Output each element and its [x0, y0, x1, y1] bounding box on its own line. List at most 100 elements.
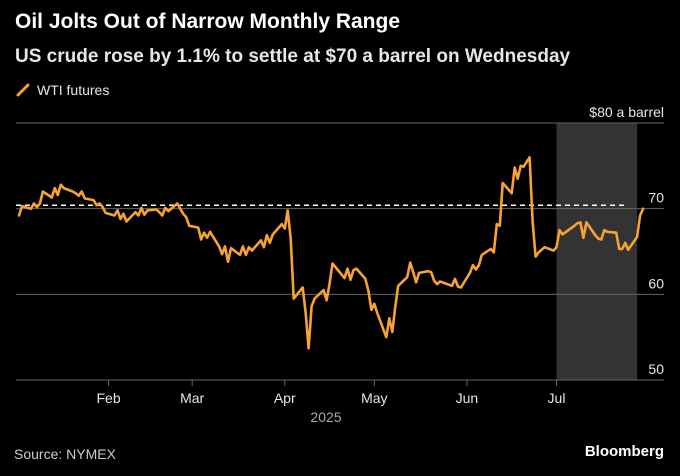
data-point-3	[33, 202, 35, 205]
data-point-109	[481, 254, 483, 256]
data-point-11	[62, 187, 65, 189]
source-note: Source: NYMEX	[14, 446, 116, 462]
data-point-5	[39, 202, 41, 205]
xtick-label-Jul: Jul	[548, 390, 566, 406]
data-point-146	[639, 214, 641, 217]
data-point-99	[436, 283, 438, 285]
data-point-138	[603, 229, 606, 231]
data-point-20	[101, 206, 104, 208]
ytick-label-80: $80 a barrel	[589, 104, 664, 120]
data-point-67	[301, 286, 304, 289]
data-point-10	[59, 183, 62, 186]
chart-title: Oil Jolts Out of Narrow Monthly Range	[15, 10, 401, 33]
data-point-17	[92, 199, 95, 201]
data-point-34	[161, 214, 164, 217]
data-point-18	[95, 204, 98, 207]
xtick-label-Mar: Mar	[180, 390, 204, 406]
ytick-label-60: 60	[648, 275, 664, 291]
data-point-94	[415, 281, 417, 284]
data-point-16	[83, 197, 86, 200]
data-point-103	[457, 285, 459, 288]
data-point-50	[227, 260, 229, 263]
data-point-129	[561, 233, 564, 236]
data-point-144	[627, 248, 629, 251]
x-axis-year-label: 2025	[310, 409, 341, 425]
data-point-84	[373, 302, 376, 305]
data-point-130	[573, 225, 576, 227]
data-point-24	[119, 218, 122, 220]
data-point-41	[188, 225, 190, 227]
data-point-2	[30, 207, 32, 210]
data-point-124	[540, 248, 543, 251]
data-point-75	[331, 262, 334, 265]
data-point-73	[325, 299, 328, 302]
data-point-29	[140, 207, 143, 209]
data-point-97	[430, 271, 432, 273]
data-point-4	[36, 206, 38, 208]
data-point-39	[182, 213, 185, 215]
brand-logo: Bloomberg	[584, 443, 664, 460]
data-point-91	[406, 276, 408, 279]
data-point-110	[490, 248, 492, 250]
data-point-56	[251, 249, 253, 252]
chart-subtitle: US crude rose by 1.1% to settle at $70 a…	[15, 46, 571, 67]
xtick-label-Apr: Apr	[274, 390, 296, 406]
data-point-116	[513, 166, 516, 169]
data-point-125	[543, 246, 546, 249]
data-point-106	[472, 264, 474, 267]
data-point-96	[427, 270, 429, 273]
data-point-7	[51, 196, 53, 199]
data-point-81	[364, 278, 367, 280]
data-point-147	[642, 207, 644, 210]
data-point-55	[248, 246, 250, 249]
data-point-142	[621, 248, 623, 250]
data-point-111	[492, 251, 495, 254]
data-point-76	[343, 277, 346, 279]
data-point-133	[582, 236, 585, 239]
data-point-101	[451, 284, 453, 287]
data-point-28	[137, 214, 140, 217]
legend-label: WTI futures	[37, 82, 110, 98]
xtick-label-May: May	[361, 390, 387, 406]
data-point-77	[346, 267, 349, 270]
data-point-63	[283, 227, 286, 230]
data-point-114	[501, 182, 504, 184]
data-point-87	[388, 317, 391, 320]
data-point-57	[260, 239, 262, 242]
data-point-120	[528, 156, 531, 159]
data-point-15	[80, 190, 83, 193]
data-point-44	[203, 231, 205, 234]
data-point-90	[397, 284, 400, 287]
data-point-88	[391, 331, 394, 333]
data-point-72	[322, 289, 325, 291]
data-point-135	[594, 234, 597, 237]
data-point-118	[519, 165, 522, 167]
xtick-label-Feb: Feb	[97, 390, 121, 406]
data-point-12	[71, 190, 74, 193]
data-point-8	[54, 187, 56, 189]
data-point-70	[310, 305, 313, 308]
data-point-9	[57, 194, 59, 196]
data-point-13	[74, 192, 77, 195]
data-point-134	[585, 221, 588, 224]
data-point-27	[134, 211, 137, 213]
data-point-65	[289, 237, 292, 240]
data-point-19	[98, 202, 101, 205]
data-point-58	[263, 246, 265, 249]
data-point-143	[624, 242, 626, 244]
data-point-46	[209, 230, 211, 233]
data-point-139	[606, 230, 609, 233]
data-point-45	[206, 236, 208, 239]
data-point-136	[597, 237, 600, 240]
data-point-92	[409, 261, 411, 264]
data-point-113	[498, 225, 501, 227]
data-point-51	[230, 247, 232, 249]
legend-swatch-icon	[16, 83, 30, 97]
data-point-115	[510, 192, 513, 195]
data-point-59	[266, 234, 268, 237]
data-point-54	[245, 254, 247, 256]
data-point-0	[18, 214, 20, 217]
data-point-85	[376, 312, 379, 314]
data-point-127	[555, 246, 558, 249]
data-point-32	[155, 208, 158, 211]
